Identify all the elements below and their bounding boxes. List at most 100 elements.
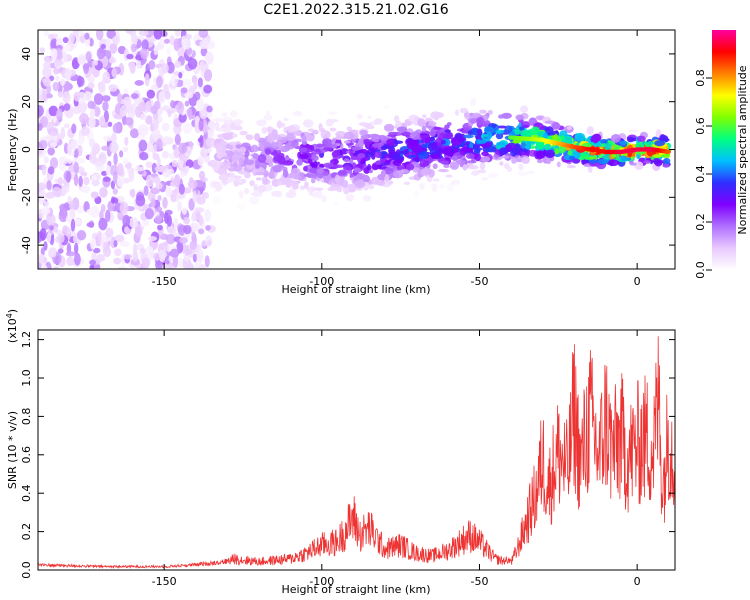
heatmap-cell [119, 105, 128, 117]
heatmap-cell [101, 95, 111, 102]
heatmap-cell [408, 114, 419, 123]
heatmap-cell [152, 152, 160, 161]
heatmap-cell [78, 175, 83, 187]
heatmap-cell [107, 121, 113, 127]
heatmap-cell [362, 138, 372, 146]
heatmap-cell [432, 178, 440, 182]
heatmap-cell [129, 189, 136, 197]
heatmap-cell [222, 147, 227, 151]
heatmap-cell [121, 177, 130, 184]
heatmap-cell [634, 161, 644, 171]
heatmap-cell [288, 188, 296, 196]
heatmap-cell [343, 131, 355, 140]
heatmap-cell [178, 237, 189, 244]
heatmap-cell [204, 255, 210, 268]
heatmap-cell [662, 163, 670, 168]
heatmap-cell [451, 155, 459, 162]
heatmap-cell [268, 170, 275, 179]
heatmap-cell [102, 71, 111, 84]
heatmap-cell [303, 173, 313, 178]
ridge-cell [665, 149, 672, 154]
heatmap-cell [162, 136, 171, 144]
heatmap-cell [207, 40, 216, 50]
heatmap-cell [329, 127, 337, 132]
heatmap-cell [271, 141, 279, 149]
heatmap-cell [392, 140, 404, 145]
heatmap-cell [203, 37, 211, 44]
heatmap-cell [195, 179, 204, 188]
heatmap-cell [57, 248, 64, 254]
heatmap-cell [384, 174, 390, 183]
heatmap-cell [265, 110, 270, 119]
heatmap-cell [92, 247, 101, 254]
heatmap-cell [643, 160, 652, 164]
heatmap-cell [63, 103, 71, 111]
heatmap-cell [443, 164, 450, 168]
heatmap-cell [182, 122, 193, 134]
heatmap-cell [308, 167, 319, 174]
heatmap-cell [180, 172, 185, 178]
heatmap-cell [52, 225, 59, 233]
heatmap-cell [105, 209, 111, 222]
heatmap-cell [70, 218, 76, 232]
heatmap-cell [156, 75, 163, 88]
heatmap-cell [62, 91, 71, 104]
heatmap-cell [564, 135, 573, 143]
heatmap-cell [231, 154, 239, 163]
heatmap-cell [439, 184, 445, 190]
heatmap-cell [368, 169, 373, 174]
heatmap-cell [103, 241, 110, 253]
heatmap-cell [162, 263, 169, 269]
heatmap-cell [89, 264, 95, 269]
heatmap-cell [476, 128, 483, 136]
spectrogram-y-axis: -40 -20 0 20 40 [20, 47, 675, 254]
heatmap-cell [187, 180, 198, 189]
heatmap-cell [45, 93, 54, 99]
heatmap-cell [291, 140, 299, 148]
heatmap-cell [481, 151, 489, 157]
heatmap-cell [228, 141, 237, 146]
heatmap-cell [74, 252, 81, 266]
heatmap-cell [73, 161, 79, 174]
heatmap-cell [434, 137, 444, 147]
heatmap-cell [235, 144, 242, 149]
heatmap-cell [274, 134, 282, 141]
heatmap-cell [198, 264, 206, 269]
heatmap-cell [470, 98, 477, 107]
heatmap-cell [346, 169, 353, 174]
heatmap-cell [164, 90, 171, 100]
heatmap-cell [88, 37, 94, 47]
heatmap-cell [122, 146, 129, 153]
y-tick-label: 0.6 [20, 446, 33, 464]
heatmap-cell [497, 125, 507, 129]
heatmap-cell [191, 232, 197, 244]
heatmap-cell [64, 68, 72, 81]
heatmap-cell [128, 217, 139, 228]
heatmap-cell [90, 175, 97, 181]
heatmap-cell [655, 129, 662, 138]
heatmap-cell [314, 187, 324, 191]
colorbar-label: Normalized spectral amplitude [736, 65, 749, 234]
heatmap-cell [566, 165, 577, 169]
heatmap-cell [316, 173, 324, 178]
heatmap-cell [46, 232, 52, 244]
heatmap-cell [134, 79, 144, 86]
heatmap-cell [200, 47, 208, 57]
heatmap-cell [172, 255, 179, 269]
heatmap-cell [119, 150, 124, 158]
heatmap-cell [445, 174, 453, 178]
heatmap-cell [177, 47, 186, 58]
heatmap-cell [499, 147, 508, 156]
heatmap-cell [499, 161, 504, 166]
heatmap-cell [476, 116, 485, 126]
heatmap-cell [215, 142, 224, 152]
heatmap-cell [154, 165, 164, 173]
heatmap-cell [117, 45, 126, 55]
heatmap-cell [98, 82, 106, 94]
heatmap-cell [343, 140, 351, 144]
heatmap-cell [152, 117, 159, 131]
heatmap-cell [341, 179, 349, 188]
heatmap-cell [110, 180, 116, 190]
heatmap-cell [204, 51, 214, 65]
heatmap-cell [281, 122, 286, 128]
